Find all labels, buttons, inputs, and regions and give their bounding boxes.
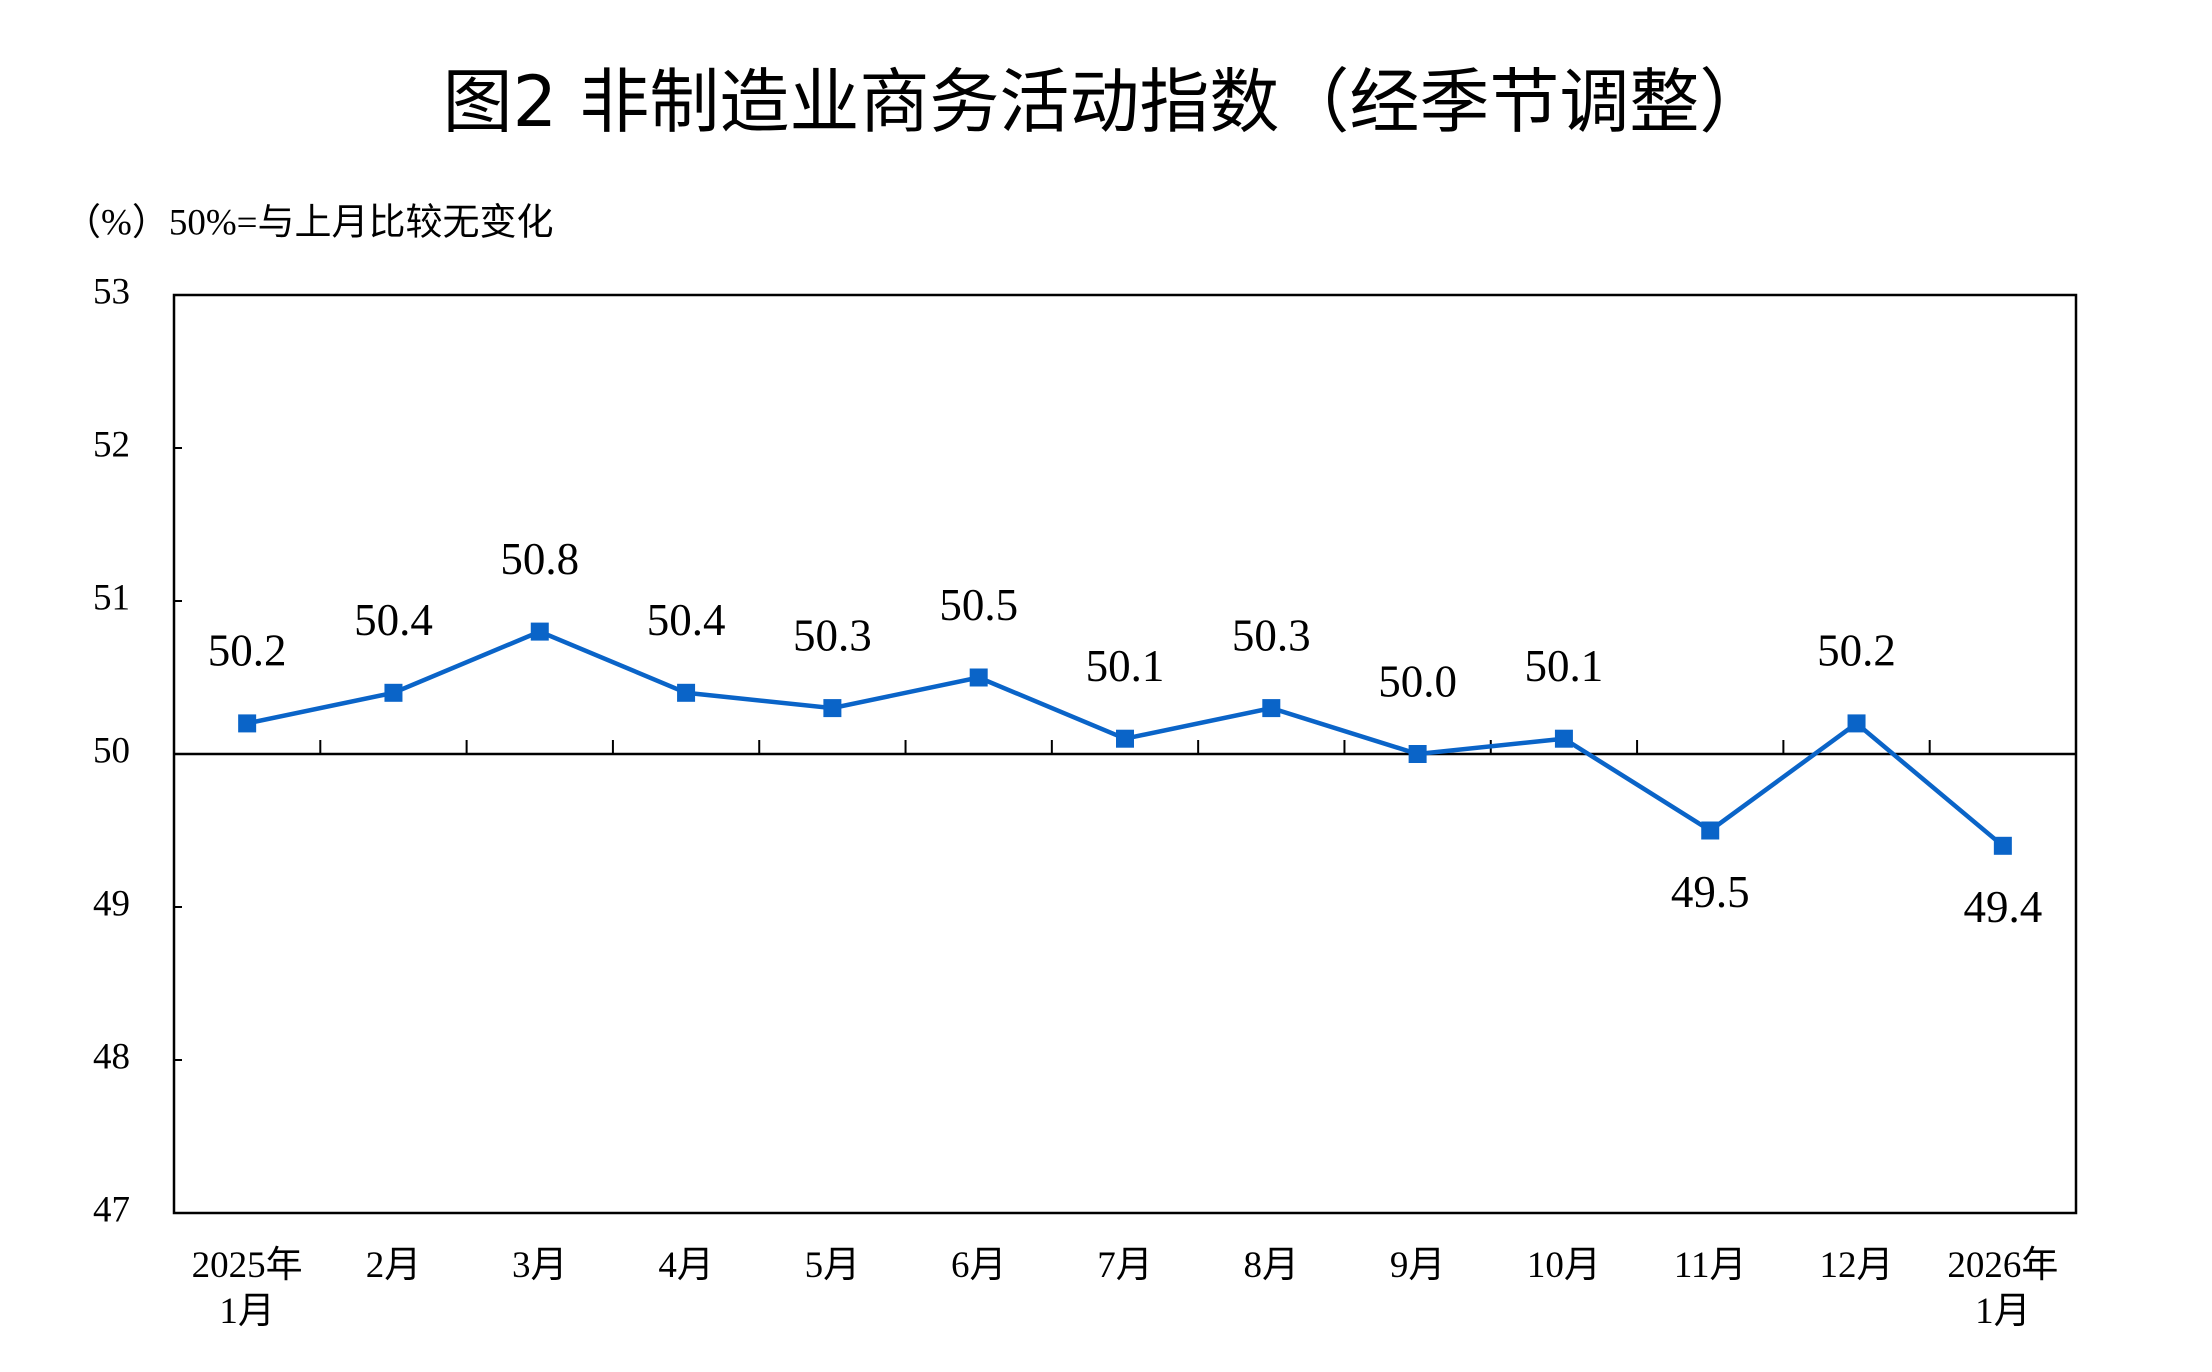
value-label: 50.0 [1378, 656, 1457, 706]
y-tick-label: 50 [93, 730, 130, 771]
marker [1993, 836, 2012, 855]
y-tick-label: 49 [93, 883, 130, 924]
marker [1116, 729, 1134, 748]
value-label: 49.5 [1671, 867, 1750, 917]
value-label: 50.3 [793, 610, 872, 660]
y-tick-label: 47 [93, 1189, 130, 1230]
x-tick-label: 4月 [658, 1245, 714, 1286]
value-label: 50.5 [939, 580, 1018, 630]
value-label: 50.3 [1232, 610, 1311, 660]
marker [1554, 729, 1573, 748]
x-tick-label: 9月 [1389, 1245, 1446, 1286]
value-label: 50.2 [208, 626, 287, 676]
value-label: 50.2 [1817, 626, 1896, 676]
chart-title: 图2 非制造业商务活动指数（经季节调整） [443, 61, 1770, 143]
value-label: 50.4 [647, 595, 726, 645]
value-label: 50.1 [1086, 641, 1165, 691]
marker [1847, 714, 1866, 733]
y-tick-label: 51 [93, 577, 130, 618]
x-tick-label: 8月 [1243, 1245, 1300, 1286]
x-tick-label: 11月 [1673, 1245, 1747, 1286]
y-tick-label: 48 [93, 1036, 130, 1077]
marker [530, 622, 549, 641]
value-label: 50.1 [1525, 641, 1604, 691]
x-tick-label: 7月 [1097, 1245, 1153, 1286]
x-tick-label: 2025年 1月 [191, 1245, 303, 1332]
value-label: 49.4 [1963, 882, 2042, 932]
marker [969, 668, 988, 687]
y-tick-label: 53 [93, 271, 130, 312]
marker [677, 683, 696, 702]
marker [1262, 699, 1281, 718]
marker [1408, 745, 1427, 763]
x-tick-label: 2026年 1月 [1947, 1245, 2059, 1332]
y-axis-label: （%）50%=与上月比较无变化 [64, 201, 554, 243]
x-tick-label: 10月 [1526, 1245, 1601, 1286]
marker [238, 714, 257, 733]
x-tick-label: 12月 [1819, 1245, 1894, 1286]
x-tick-label: 3月 [512, 1245, 568, 1286]
marker [384, 683, 403, 702]
value-label: 50.4 [354, 595, 433, 645]
y-tick-label: 52 [93, 424, 130, 465]
marker [1701, 821, 1720, 840]
x-tick-label: 5月 [804, 1245, 861, 1286]
marker [823, 699, 842, 718]
x-tick-label: 2月 [365, 1245, 422, 1286]
value-label: 50.8 [500, 534, 579, 584]
x-tick-label: 6月 [950, 1245, 1007, 1286]
